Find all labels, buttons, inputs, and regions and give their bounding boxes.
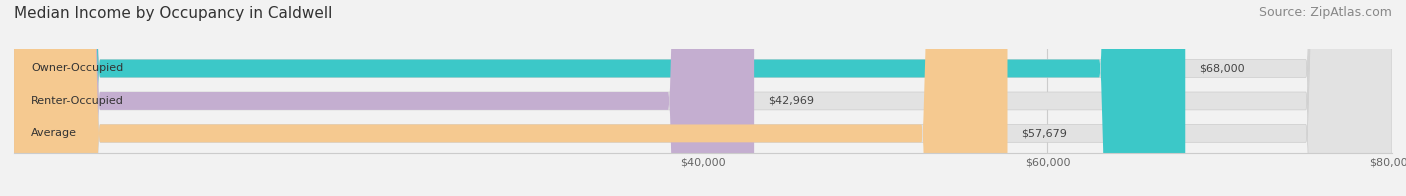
Text: Median Income by Occupancy in Caldwell: Median Income by Occupancy in Caldwell [14, 6, 332, 21]
FancyBboxPatch shape [14, 0, 1392, 196]
FancyBboxPatch shape [14, 0, 1392, 196]
Text: $68,000: $68,000 [1199, 64, 1244, 74]
Text: Renter-Occupied: Renter-Occupied [31, 96, 124, 106]
FancyBboxPatch shape [14, 0, 1008, 196]
Text: $57,679: $57,679 [1021, 128, 1067, 138]
Text: $42,969: $42,969 [768, 96, 814, 106]
Text: Source: ZipAtlas.com: Source: ZipAtlas.com [1258, 6, 1392, 19]
FancyBboxPatch shape [14, 0, 754, 196]
Text: Owner-Occupied: Owner-Occupied [31, 64, 124, 74]
FancyBboxPatch shape [14, 0, 1392, 196]
FancyBboxPatch shape [14, 0, 1185, 196]
Text: Average: Average [31, 128, 77, 138]
